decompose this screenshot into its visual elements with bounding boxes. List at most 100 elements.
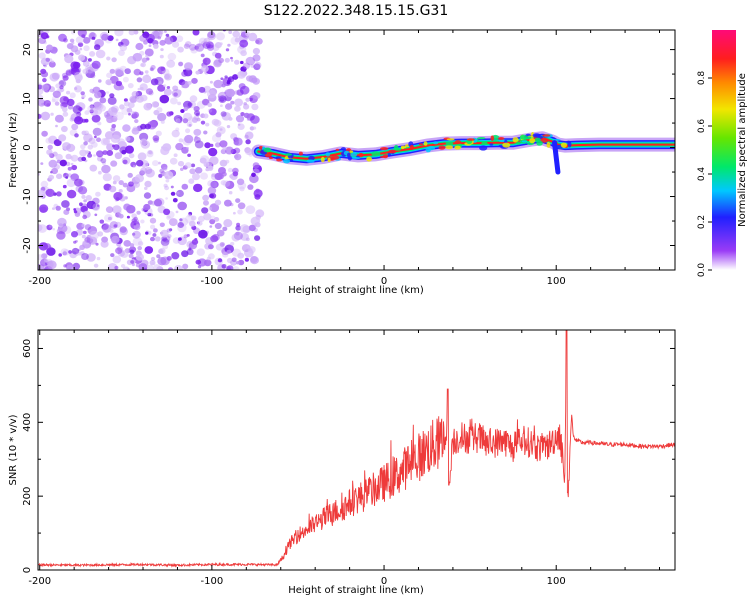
snr-series [38, 330, 675, 568]
track-speckle [366, 156, 372, 162]
noise-blob [75, 36, 84, 44]
noise-blob [39, 206, 47, 213]
noise-blob [235, 138, 240, 143]
noise-blob [159, 94, 170, 104]
noise-blob [226, 103, 232, 108]
noise-blob [208, 108, 217, 116]
noise-blob [239, 85, 250, 95]
noise-blob [245, 237, 250, 242]
noise-blob [82, 214, 88, 220]
noise-blob [114, 265, 119, 270]
noise-blob [252, 126, 257, 130]
noise-blob [166, 256, 172, 261]
noise-blob [142, 267, 148, 270]
track-speckle [529, 138, 536, 144]
noise-blob [61, 125, 68, 133]
noise-blob [120, 264, 126, 268]
track-speckle [371, 151, 381, 157]
noise-blob [209, 80, 213, 84]
noise-blob [116, 242, 122, 247]
track-speckle [358, 152, 364, 158]
noise-blob [182, 118, 189, 124]
noise-blob [180, 109, 185, 113]
noise-blob [98, 79, 102, 83]
noise-blob [109, 68, 116, 74]
noise-blob [137, 241, 144, 246]
noise-blob [223, 219, 233, 228]
noise-blob [130, 181, 134, 185]
noise-blob [128, 112, 131, 116]
noise-blob [133, 68, 141, 76]
track-speckle [536, 140, 543, 146]
noise-blob [64, 54, 74, 64]
noise-blob [83, 199, 87, 203]
noise-blob [115, 38, 119, 42]
track-speckle [306, 159, 315, 163]
track-speckle [532, 133, 541, 138]
noise-blob [208, 206, 212, 211]
noise-blob [92, 127, 102, 136]
noise-blob [153, 43, 159, 49]
noise-blob [144, 70, 149, 74]
noise-blob [144, 180, 152, 188]
noise-blob [153, 264, 161, 270]
noise-blob [234, 105, 241, 112]
noise-blob [90, 73, 96, 79]
noise-blob [189, 168, 196, 175]
noise-blob [244, 148, 253, 156]
noise-blob [250, 216, 260, 226]
noise-blob [165, 33, 170, 37]
noise-blob [208, 193, 214, 199]
snr-panel: -200 -100 0 100 0 200 400 600 Height of straig… [8, 329, 676, 596]
top-x-tick-label: -100 [201, 276, 224, 287]
noise-blob [240, 60, 244, 65]
noise-blob [56, 191, 62, 197]
track-speckle [481, 141, 488, 146]
noise-blob [201, 207, 209, 214]
noise-blob [91, 36, 96, 40]
noise-blob [74, 87, 78, 90]
noise-blob [216, 229, 225, 237]
track-speckle [283, 159, 291, 164]
noise-blob [95, 49, 106, 59]
noise-blob [245, 56, 256, 66]
noise-blob [254, 61, 262, 69]
bottom-y-axis-label: SNR (10 * v/v) [8, 414, 19, 485]
noise-blob [54, 114, 64, 123]
noise-blob [40, 68, 47, 75]
noise-blob [43, 100, 51, 107]
noise-blob [213, 217, 220, 222]
noise-blob [115, 197, 120, 201]
noise-blob [240, 50, 247, 57]
noise-blob [101, 222, 109, 230]
bottom-plot-frame [37, 329, 676, 571]
noise-blob [226, 249, 232, 254]
noise-blob [55, 153, 63, 161]
noise-blob [79, 244, 85, 250]
noise-blob [63, 96, 69, 102]
track-speckle [489, 143, 494, 146]
noise-blob [216, 32, 225, 41]
noise-blob [144, 48, 154, 57]
noise-blob [59, 159, 67, 167]
noise-blob [133, 223, 137, 226]
noise-blob [129, 249, 135, 255]
noise-blob [157, 36, 162, 40]
noise-blob [66, 264, 74, 270]
noise-blob [73, 240, 77, 244]
noise-blob [150, 224, 156, 230]
track-speckle [454, 140, 462, 145]
top-x-tick-label: 0 [381, 276, 387, 287]
noise-blob [183, 106, 189, 111]
noise-blob [105, 206, 114, 214]
noise-blob [184, 162, 192, 169]
noise-blob [157, 84, 166, 92]
noise-blob [159, 222, 165, 228]
noise-blob [198, 86, 206, 93]
noise-blob [193, 183, 203, 193]
noise-blob [150, 65, 156, 70]
top-x-tick-label: -200 [28, 276, 51, 287]
noise-blob [111, 124, 116, 129]
noise-blob [130, 260, 135, 264]
noise-blob [136, 77, 143, 83]
